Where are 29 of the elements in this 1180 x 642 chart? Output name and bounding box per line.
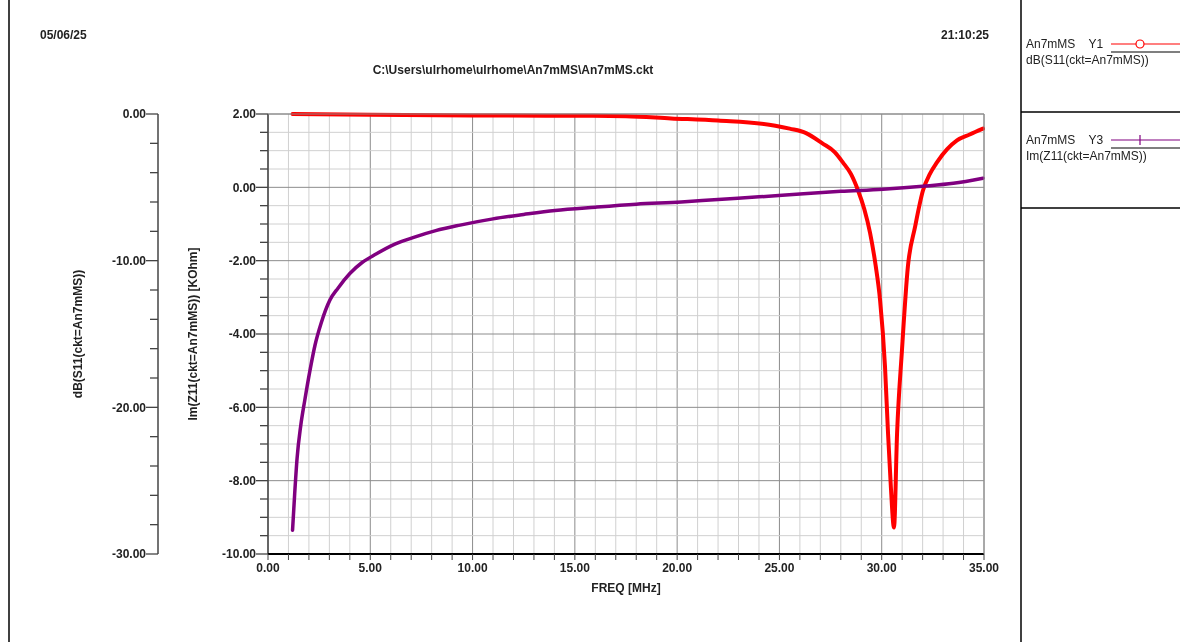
x-tick-label: 10.00: [457, 561, 488, 575]
text: 21:10:25: [940, 28, 990, 42]
x-tick-label: 0.00: [256, 561, 280, 575]
y-tick-label: 0.00: [232, 180, 257, 195]
y2-tick-label: 0.00: [122, 107, 147, 122]
y-tick-label: -4.00: [228, 327, 257, 342]
y2-tick-label: -20.00: [111, 400, 147, 415]
y-tick-label: -10.00: [221, 547, 257, 562]
text: An7mMS Y3 Im(Z11(ckt=An7mMS)): [1026, 133, 1147, 163]
x-axis-title: FREQ [MHz]: [591, 581, 661, 595]
y2-tick-label: -10.00: [111, 253, 147, 268]
x-tick-label: 5.00: [358, 561, 383, 575]
y-tick-label: -6.00: [228, 400, 257, 415]
chart-subtitle: C:\Users\ulrhome\ulrhome\An7mMS\An7mMS.ckt: [372, 63, 654, 77]
y2-axis-title: dB(S11(ckt=An7mMS)): [71, 269, 85, 399]
x-tick-label: 20.00: [662, 561, 693, 575]
y-tick-label: 2.00: [232, 107, 257, 122]
x-tick-label: 25.00: [764, 561, 795, 575]
y-axis-title: Im(Z11(ckt=An7mMS)) [KOhm]: [186, 247, 200, 421]
text: 05/06/25: [40, 28, 88, 42]
line-series: [290, 176, 985, 532]
text: An7mMS Y1 dB(S11(ckt=An7mMS)): [1026, 37, 1149, 67]
x-tick-label: 35.00: [968, 561, 1000, 575]
line-series: [290, 112, 985, 530]
x-tick-label: 30.00: [866, 561, 898, 575]
x-tick-label: 15.00: [559, 561, 591, 575]
y2-tick-label: -30.00: [111, 547, 147, 562]
y-tick-label: -8.00: [228, 473, 257, 488]
y-tick-label: -2.00: [228, 253, 257, 268]
